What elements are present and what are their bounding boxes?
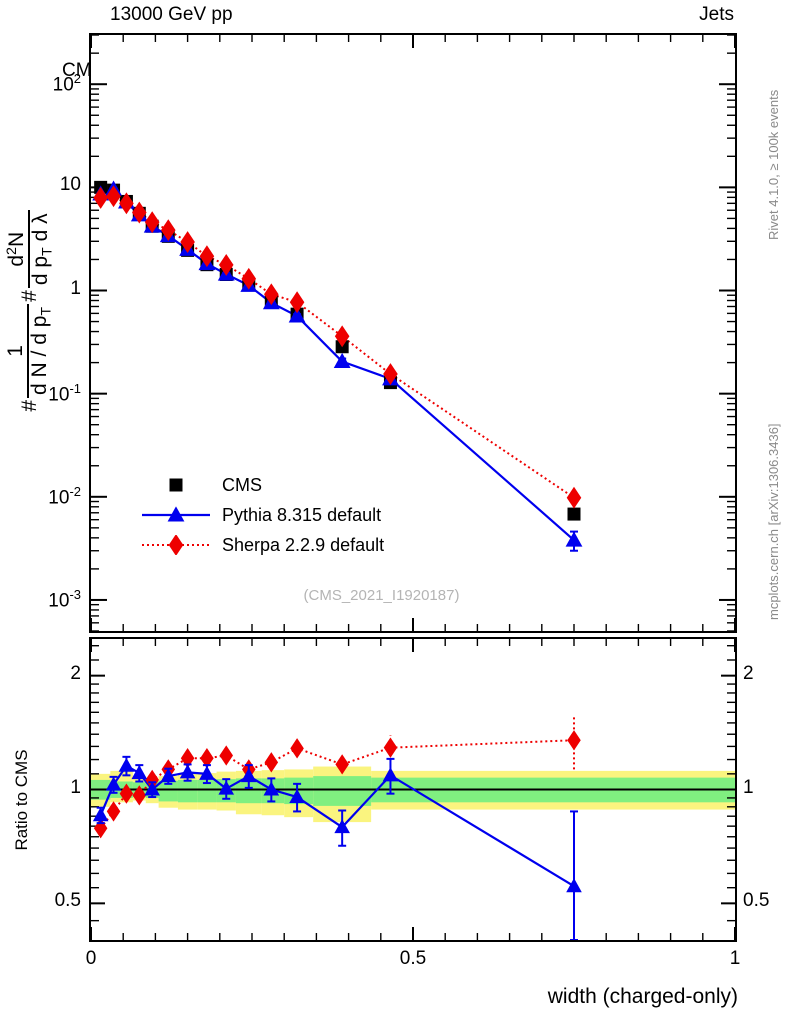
main-y-tick-label: 10-1 <box>48 380 81 405</box>
pythia-ratio-marker <box>240 768 257 783</box>
legend-label: Pythia 8.315 default <box>222 504 382 525</box>
cms-marker <box>567 507 581 521</box>
main-y-tick-label: 1 <box>70 277 81 299</box>
pythia-ratio-marker <box>263 781 280 796</box>
x-tick-label: 1 <box>729 948 741 969</box>
main-plot-canvas <box>91 35 735 631</box>
ratio-y-tick-label-right: 1 <box>743 776 754 798</box>
pythia-ratio-marker <box>105 776 122 791</box>
pythia-ratio-marker <box>144 781 160 796</box>
pythia-ratio-marker <box>566 878 582 893</box>
legend-label: Sherpa 2.2.9 default <box>222 534 385 555</box>
legend-marker-triangle-icon <box>140 505 212 525</box>
ratio-label-text: Ratio to CMS <box>12 749 31 851</box>
legend-marker-square-icon <box>140 475 212 495</box>
pythia-ratio-marker <box>199 765 215 780</box>
ylabel-one: 1 <box>4 345 28 357</box>
sherpa-marker <box>144 211 160 234</box>
sherpa-ratio-marker <box>219 745 233 766</box>
pythia-ratio-marker <box>118 757 135 772</box>
sherpa-marker <box>264 283 279 306</box>
analysis-id-watermark: (CMS_2021_I1920187) <box>303 587 460 604</box>
uncertainty-band-inner <box>313 776 372 806</box>
main-y-tick-label: 10 <box>59 174 81 196</box>
header-beam-label: 13000 GeV pp <box>110 4 233 25</box>
sherpa-ratio-marker <box>200 748 214 769</box>
sherpa-ratio-marker <box>180 748 195 769</box>
pythia-ratio-marker <box>382 767 399 782</box>
sherpa-marker <box>106 185 121 208</box>
y-axis-label-ratio: Ratio to CMS <box>8 700 38 900</box>
sherpa-marker <box>566 486 582 509</box>
sherpa-marker <box>383 363 398 385</box>
legend-diamond-icon <box>168 535 184 555</box>
legend-marker-diamond-icon <box>140 535 212 555</box>
header-category-label: Jets <box>699 4 734 25</box>
pythia-marker <box>288 307 306 323</box>
sherpa-ratio-marker <box>132 785 147 806</box>
legend-square-icon <box>169 478 183 492</box>
pythia-ratio-marker <box>179 764 196 779</box>
main-y-tick-label: 10-2 <box>48 483 81 509</box>
sherpa-ratio-marker <box>264 752 279 773</box>
pythia-ratio-marker <box>131 765 148 780</box>
sherpa-ratio-marker <box>335 754 349 775</box>
pythia-ratio-marker <box>92 807 109 822</box>
sherpa-marker <box>289 291 305 314</box>
sherpa-ratio-marker <box>567 730 581 751</box>
sherpa-marker <box>199 245 215 268</box>
legend-item[interactable]: Pythia 8.315 default <box>140 500 384 530</box>
rivet-version-note: Rivet 4.1.0, ≥ 100k events <box>766 89 781 240</box>
pythia-marker <box>333 352 351 368</box>
ratio-plot-panel <box>89 637 737 942</box>
mcplots-credit-note: mcplots.cern.ch [arXiv:1306.3436] <box>766 423 781 620</box>
legend-label: CMS <box>222 474 262 495</box>
x-tick-label: 0.5 <box>399 948 427 969</box>
uncertainty-band-inner <box>177 779 198 803</box>
pythia-ratio-marker <box>289 789 305 804</box>
sherpa-marker <box>132 201 147 224</box>
ratio-y-tick-label: 2 <box>70 662 81 684</box>
sherpa-marker <box>180 231 195 253</box>
legend-triangle-icon <box>167 506 185 522</box>
pythia-ratio-marker <box>334 819 350 834</box>
main-plot-panel <box>89 33 737 633</box>
sherpa-marker <box>119 192 134 215</box>
ratio-plot-canvas <box>91 639 735 940</box>
sherpa-ratio-marker <box>145 769 159 791</box>
ratio-y-tick-label: 0.5 <box>54 890 81 912</box>
legend: CMS Pythia 8.315 default Sherpa 2.2.9 defa… <box>140 470 384 560</box>
sherpa-marker <box>241 267 257 290</box>
sherpa-ratio-marker <box>119 783 134 804</box>
pythia-ratio-marker <box>218 780 235 795</box>
ratio-y-tick-label-right: 2 <box>743 662 754 684</box>
pythia-ratio-marker <box>160 768 177 783</box>
main-y-tick-label: 102 <box>52 71 81 96</box>
main-y-tick-label: 10-3 <box>48 586 81 612</box>
x-axis-label: width (charged-only) <box>547 985 738 1008</box>
sherpa-ratio-marker <box>290 738 304 759</box>
x-tick-label: 0 <box>85 948 97 969</box>
ylabel-den-2: d pT d λ <box>27 210 55 289</box>
legend-item[interactable]: CMS <box>140 470 384 500</box>
ylabel-num-2: d2N <box>3 231 28 267</box>
sherpa-marker <box>218 254 234 276</box>
pythia-marker <box>565 531 583 547</box>
ratio-y-tick-label: 1 <box>70 776 81 798</box>
sherpa-marker <box>93 187 108 209</box>
legend-item[interactable]: Sherpa 2.2.9 default <box>140 530 384 560</box>
sherpa-marker <box>334 325 350 348</box>
ratio-y-tick-label-right: 0.5 <box>743 890 770 912</box>
uncertainty-band-inner <box>197 779 217 803</box>
sherpa-ratio-marker <box>383 737 398 758</box>
sherpa-marker <box>161 219 176 242</box>
sherpa-ratio-marker <box>106 801 121 822</box>
uncertainty-band-inner <box>158 780 178 802</box>
